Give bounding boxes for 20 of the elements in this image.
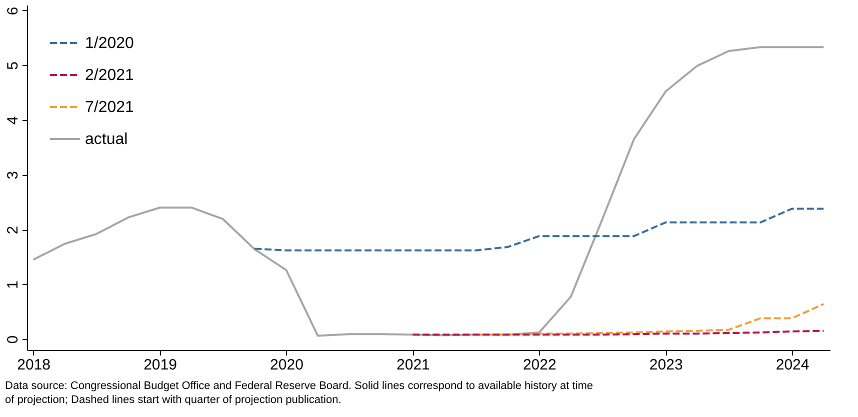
x-tick-label: 2018: [17, 356, 51, 374]
x-tick-label: 2022: [522, 356, 556, 374]
legend-label: 1/2020: [85, 35, 134, 52]
y-tick-label: 3: [4, 171, 22, 180]
y-tick-label: 0: [4, 335, 22, 344]
y-tick-label: 1: [4, 280, 22, 289]
y-tick-label: 2: [4, 226, 22, 234]
source-note: Data source: Congressional Budget Office and Federal Reserve Board. Solid lines correspond to available history at time of projection; Dashed lines start with quarter of projection publication.: [5, 380, 594, 406]
x-tick-label: 2024: [776, 356, 810, 374]
legend-label: 7/2021: [85, 99, 134, 116]
y-tick-label: 4: [4, 116, 22, 125]
x-tick-label: 2021: [396, 356, 430, 374]
legend-label: actual: [85, 131, 128, 148]
x-tick-label: 2023: [649, 356, 683, 374]
y-tick-label: 5: [4, 62, 22, 70]
line-series: [254, 208, 825, 252]
x-tick-label: 2020: [270, 356, 304, 374]
x-tick-label: 2019: [144, 356, 177, 374]
legend-label: 2/2021: [85, 67, 134, 84]
y-tick-label: 6: [4, 6, 22, 16]
